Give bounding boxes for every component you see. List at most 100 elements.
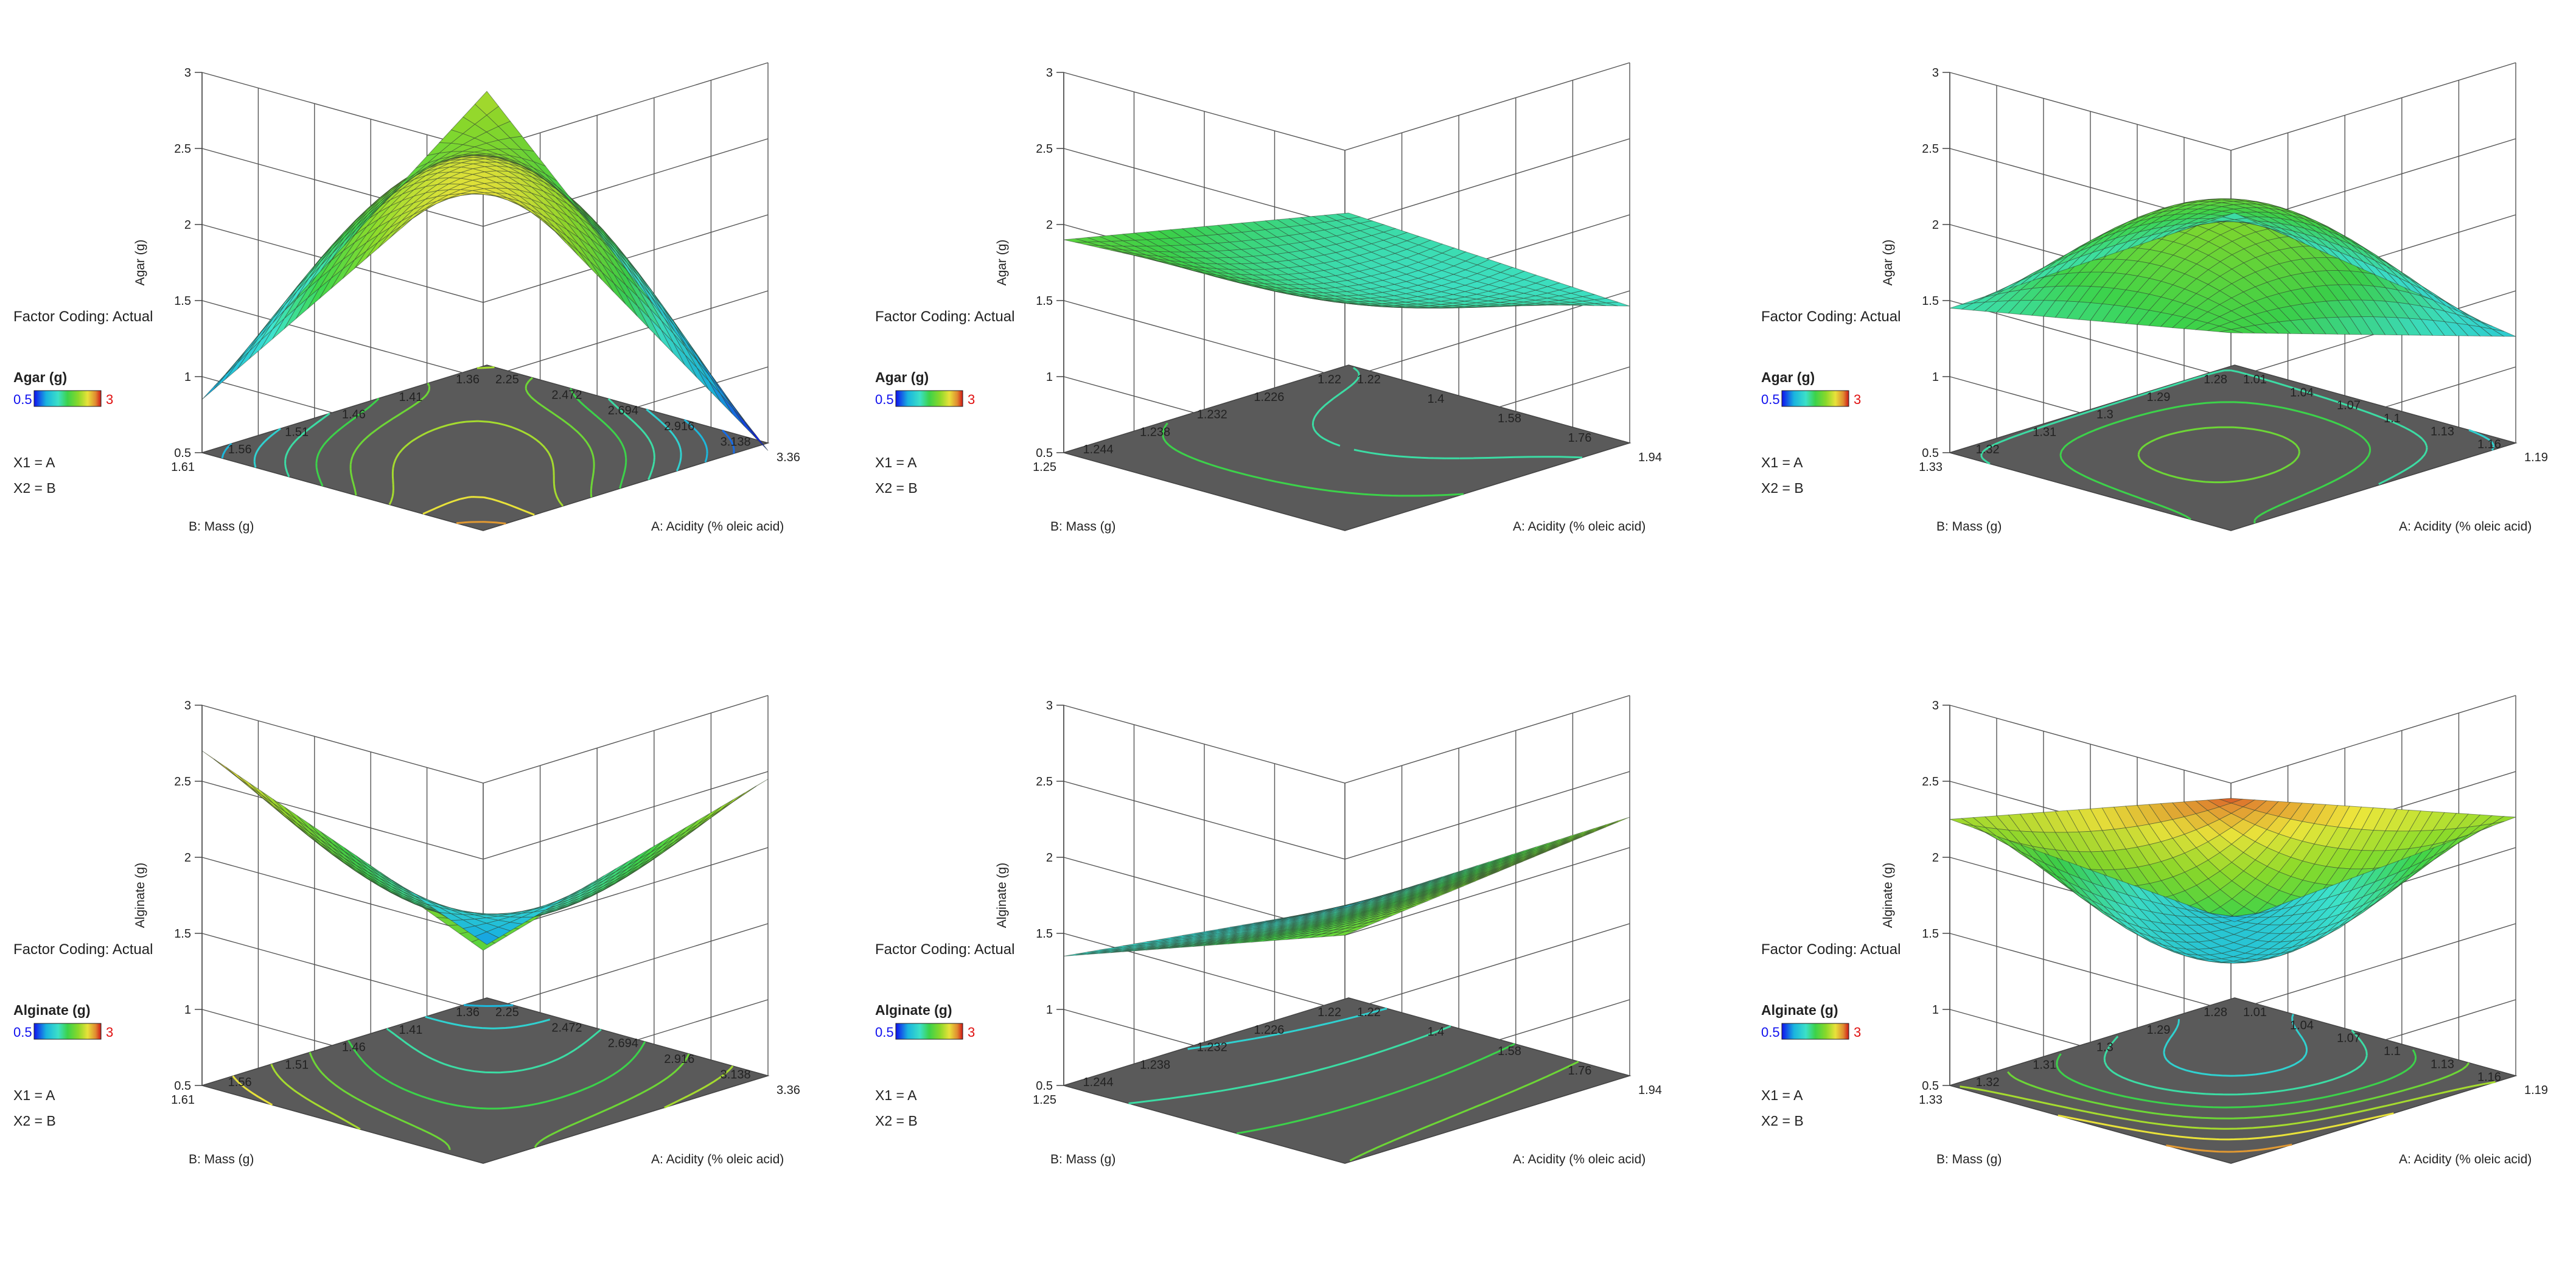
b-tick-label: 1.28: [2204, 373, 2227, 386]
b-tick-label: 1.31: [2033, 425, 2056, 439]
z-tick-label: 3: [1046, 66, 1053, 80]
a-tick-label: 1.22: [1357, 373, 1381, 386]
b-tick-label: 1.28: [2204, 1006, 2227, 1019]
a-tick-label: 1.01: [2243, 373, 2267, 386]
z-axis-title: Alginate (g): [133, 863, 147, 928]
axes: 0.5 1 1.5 2 2.5 3 Alginate (g) 2.25 2.472 2.694 2.…: [133, 699, 800, 1166]
contour-line: [2137, 426, 2300, 484]
b-axis-title: B: Mass (g): [1936, 1152, 2002, 1166]
x1-label: X1 = A: [875, 455, 917, 470]
b-tick-label: 1.61: [171, 1093, 195, 1107]
x1-label: X1 = A: [875, 1087, 917, 1103]
x1-label: X1 = A: [1761, 1087, 1803, 1103]
contour-line: [315, 388, 627, 489]
z-tick-label: 3: [1932, 66, 1939, 80]
factor-coding-label: Factor Coding: Actual: [875, 308, 1014, 325]
panel-bottom-right: 0.5 1 1.5 2 2.5 3 Alginate (g) 1.01 1.04 1.07 1.1 1…: [1761, 695, 2548, 1166]
contour-line: [422, 496, 535, 516]
b-tick-label: 1.25: [1033, 1093, 1056, 1107]
legend-max: 3: [1854, 1025, 1861, 1040]
z-tick-label: 2: [1046, 218, 1053, 232]
z-tick-label: 2: [1932, 218, 1939, 232]
surface-cell: [249, 782, 274, 804]
surface-cell: [2221, 212, 2247, 220]
a-tick-label: 2.472: [551, 389, 582, 402]
b-tick-label: 1.56: [228, 1076, 252, 1089]
a-tick-label: 2.472: [551, 1022, 582, 1035]
axes: 0.5 1 1.5 2 2.5 3 Agar (g) 1.22 1.4 1.58 1.76 1.94 1…: [995, 66, 1662, 534]
a-tick-label: 1.07: [2337, 399, 2361, 413]
response-surface: [201, 750, 769, 951]
axes: 0.5 1 1.5 2 2.5 3 Alginate (g) 1.01 1.04 1.07 1.1 1…: [1881, 699, 2548, 1166]
contour-line: [1162, 422, 1464, 497]
wall-gridline-z: [1949, 62, 2516, 151]
legend: Factor Coding: Actual Alginate (g) 0.5 3 X1 …: [875, 941, 1014, 1129]
b-tick-label: 1.36: [456, 1006, 480, 1019]
b-tick-label: 1.51: [285, 425, 309, 439]
a-tick-label: 1.22: [1357, 1006, 1381, 1019]
b-tick-label: 1.22: [1318, 373, 1341, 386]
contour-line: [425, 1015, 551, 1029]
z-tick-label: 0.5: [1036, 447, 1053, 460]
legend-title: Alginate (g): [1761, 1002, 1838, 1018]
legend: Factor Coding: Actual Agar (g) 0.5 3 X1 = A X…: [13, 308, 153, 496]
a-tick-label: 1.4: [1428, 1025, 1445, 1039]
z-tick-label: 2: [1046, 851, 1053, 865]
panel-bottom-left: 0.5 1 1.5 2 2.5 3 Alginate (g) 2.25 2.472 2.694 2.…: [13, 695, 800, 1166]
b-axis-title: B: Mass (g): [1936, 520, 2002, 534]
contour-line: [1349, 1061, 1579, 1162]
legend-max: 3: [1854, 392, 1861, 407]
b-tick-label: 1.61: [171, 461, 195, 474]
floor-contours: [1128, 1008, 1579, 1162]
a-tick-label: 1.94: [1638, 451, 1662, 464]
contour-line: [1187, 1008, 1387, 1050]
a-axis-title: A: Acidity (% oleic acid): [1513, 1152, 1646, 1166]
legend-colorbar: [1781, 390, 1849, 407]
axes: 0.5 1 1.5 2 2.5 3 Agar (g) 1.01 1.04 1.07 1.1 1.13 1…: [1881, 66, 2548, 534]
z-tick-label: 1.5: [1922, 294, 1939, 308]
b-tick-label: 1.244: [1083, 1076, 1114, 1089]
a-tick-label: 3.138: [721, 435, 751, 448]
z-tick-label: 1: [1046, 1003, 1053, 1017]
surface-cell: [697, 806, 722, 825]
a-tick-label: 1.16: [2477, 1071, 2501, 1084]
b-tick-label: 1.32: [1976, 1076, 2000, 1089]
b-tick-label: 1.22: [1318, 1006, 1341, 1019]
z-axis-title: Alginate (g): [995, 863, 1009, 928]
b-tick-label: 1.33: [1919, 1093, 1942, 1107]
contour-line: [2163, 1014, 2308, 1077]
legend: Factor Coding: Actual Agar (g) 0.5 3 X1 = A X…: [1761, 308, 1901, 496]
a-tick-label: 1.1: [2384, 1045, 2401, 1058]
contour-line: [1311, 367, 1583, 459]
legend-min: 0.5: [13, 1025, 32, 1040]
legend-min: 0.5: [875, 392, 894, 407]
a-tick-label: 1.01: [2243, 1006, 2267, 1019]
legend-title: Alginate (g): [13, 1002, 91, 1018]
response-surface: [1949, 798, 2516, 964]
a-tick-label: 1.76: [1568, 1064, 1592, 1078]
floor-contours: [1960, 1014, 2496, 1153]
legend-min: 0.5: [1761, 392, 1780, 407]
b-tick-label: 1.33: [1919, 461, 1942, 474]
b-tick-label: 1.244: [1083, 443, 1114, 456]
a-tick-label: 1.58: [1498, 1045, 1521, 1058]
a-tick-label: 3.36: [777, 451, 800, 464]
a-tick-label: 1.58: [1498, 412, 1521, 425]
a-tick-label: 1.76: [1568, 431, 1592, 445]
z-tick-label: 1.5: [1922, 927, 1939, 941]
contour-line: [463, 1004, 514, 1007]
legend-colorbar: [1781, 1023, 1849, 1040]
a-tick-label: 2.25: [495, 373, 519, 386]
b-axis-title: B: Mass (g): [1050, 1152, 1115, 1166]
z-tick-label: 1.5: [1036, 294, 1053, 308]
x2-label: X2 = B: [13, 480, 56, 496]
contour-line: [349, 377, 595, 498]
b-axis-title: B: Mass (g): [189, 520, 254, 534]
x2-label: X2 = B: [1761, 480, 1804, 496]
legend-min: 0.5: [1761, 1025, 1780, 1040]
floor-contours: [1162, 367, 1583, 497]
a-tick-label: 1.1: [2384, 412, 2401, 425]
z-tick-label: 0.5: [1922, 1079, 1939, 1093]
